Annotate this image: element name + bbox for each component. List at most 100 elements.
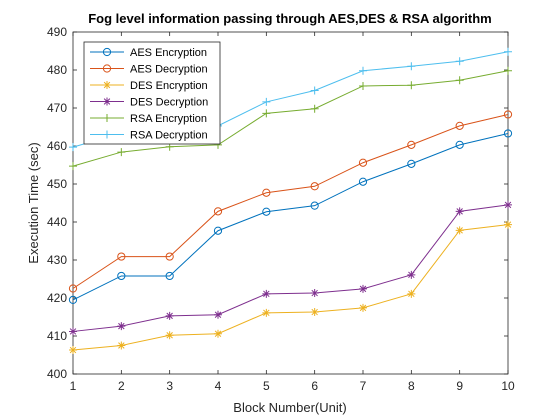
data-point bbox=[213, 226, 223, 235]
series-aes-decryption bbox=[68, 110, 513, 293]
data-point bbox=[503, 129, 513, 138]
y-tick-label: 410 bbox=[47, 329, 67, 343]
legend-marker bbox=[103, 114, 111, 122]
data-point bbox=[262, 109, 271, 118]
x-tick-label: 1 bbox=[70, 379, 77, 393]
data-point bbox=[359, 284, 367, 293]
legend: AES Encryption AES Decryption DES Encrypti… bbox=[83, 41, 221, 145]
y-tick-label: 440 bbox=[47, 215, 67, 229]
x-tick-label: 9 bbox=[456, 379, 463, 393]
series-line bbox=[72, 224, 509, 351]
data-point bbox=[165, 311, 174, 320]
series-line bbox=[72, 132, 509, 301]
data-point bbox=[407, 62, 416, 71]
legend-label: DES Decryption bbox=[130, 97, 208, 109]
data-point bbox=[69, 143, 77, 152]
data-point bbox=[504, 220, 512, 229]
data-point bbox=[117, 252, 126, 261]
x-axis-label: Block Number(Unit) bbox=[233, 400, 346, 415]
legend-label: AES Decryption bbox=[130, 64, 208, 76]
data-point bbox=[117, 341, 126, 350]
legend-label: RSA Decryption bbox=[130, 130, 208, 142]
data-point bbox=[407, 140, 416, 149]
data-point bbox=[504, 47, 512, 56]
data-point bbox=[504, 200, 512, 209]
series-line bbox=[72, 113, 509, 289]
data-point bbox=[213, 207, 223, 216]
x-axis: 1 2 3 4 5 6 7 8 9 10 bbox=[70, 32, 515, 393]
data-point bbox=[359, 81, 367, 90]
data-point bbox=[407, 159, 416, 168]
data-point bbox=[214, 310, 222, 319]
legend-marker bbox=[103, 130, 111, 139]
y-axis: 400 410 420 430 440 450 460 470 480 490 bbox=[47, 25, 508, 381]
data-point bbox=[359, 66, 367, 75]
series-line bbox=[72, 204, 509, 332]
data-point bbox=[117, 148, 126, 157]
data-point bbox=[69, 162, 77, 171]
y-tick-label: 420 bbox=[47, 291, 67, 305]
data-point bbox=[455, 140, 464, 149]
series-rsa-encryption bbox=[69, 66, 512, 171]
chart-title: Fog level information passing through AE… bbox=[88, 11, 492, 26]
data-point bbox=[358, 158, 368, 167]
data-point bbox=[455, 121, 464, 130]
data-point bbox=[262, 97, 271, 106]
data-point bbox=[310, 308, 319, 317]
series-aes-encryption bbox=[68, 129, 513, 304]
x-tick-label: 6 bbox=[311, 379, 318, 393]
data-point bbox=[310, 201, 319, 210]
y-tick-label: 450 bbox=[47, 177, 67, 191]
x-tick-label: 5 bbox=[263, 379, 270, 393]
legend-label: RSA Encryption bbox=[130, 113, 207, 125]
data-point bbox=[262, 289, 271, 298]
legend-entry: AES Encryption bbox=[90, 47, 207, 59]
legend-entry: DES Decryption bbox=[90, 97, 208, 109]
data-point bbox=[358, 177, 368, 186]
legend-entry: DES Encryption bbox=[90, 80, 208, 92]
data-point bbox=[455, 57, 464, 66]
y-tick-label: 470 bbox=[47, 101, 67, 115]
data-point bbox=[262, 308, 271, 317]
data-point bbox=[407, 81, 416, 90]
data-point bbox=[455, 226, 464, 235]
data-point bbox=[503, 110, 513, 119]
data-point bbox=[262, 188, 271, 197]
x-tick-label: 3 bbox=[166, 379, 173, 393]
legend-label: DES Encryption bbox=[130, 80, 208, 92]
y-tick-label: 430 bbox=[47, 253, 67, 267]
legend-entry: RSA Decryption bbox=[90, 130, 208, 142]
x-tick-label: 2 bbox=[118, 379, 125, 393]
legend-marker bbox=[103, 97, 111, 106]
legend-box bbox=[83, 41, 221, 145]
x-tick-label: 4 bbox=[215, 379, 222, 393]
series-des-decryption bbox=[69, 200, 512, 336]
legend-marker bbox=[102, 64, 112, 73]
x-tick-label: 10 bbox=[501, 379, 515, 393]
data-point bbox=[69, 327, 77, 336]
y-tick-label: 460 bbox=[47, 139, 67, 153]
y-tick-label: 490 bbox=[47, 25, 67, 39]
data-point bbox=[310, 104, 319, 113]
data-point bbox=[359, 303, 367, 312]
legend-entry: AES Decryption bbox=[90, 64, 208, 76]
y-axis-label: Execution Time (sec) bbox=[26, 142, 41, 263]
data-point bbox=[455, 207, 464, 216]
legend-marker bbox=[102, 47, 112, 57]
data-point bbox=[117, 322, 126, 331]
data-point bbox=[165, 331, 174, 340]
legend-marker bbox=[103, 81, 111, 89]
data-point bbox=[68, 284, 78, 293]
legend-entry: RSA Encryption bbox=[90, 113, 207, 125]
x-tick-label: 7 bbox=[360, 379, 367, 393]
data-point bbox=[214, 329, 222, 338]
data-point bbox=[165, 271, 174, 281]
data-point bbox=[117, 271, 126, 281]
data-point bbox=[310, 289, 319, 298]
x-tick-label: 8 bbox=[408, 379, 415, 393]
data-point bbox=[455, 76, 464, 85]
series-line bbox=[72, 70, 509, 167]
data-point bbox=[68, 295, 78, 304]
data-point bbox=[262, 207, 271, 216]
